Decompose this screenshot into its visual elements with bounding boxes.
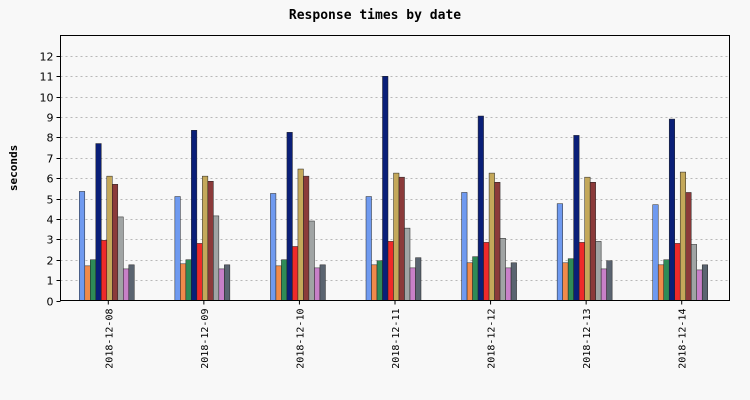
bar: [606, 260, 613, 301]
bar: [589, 182, 596, 301]
bars: [79, 76, 708, 301]
bar: [191, 130, 198, 301]
bar: [562, 262, 569, 301]
bar: [382, 76, 389, 301]
bar: [584, 176, 591, 301]
x-tick-label: 2018-12-10: [295, 309, 306, 369]
bar: [95, 143, 102, 301]
bar: [218, 268, 225, 301]
bar: [483, 242, 490, 301]
bar: [270, 193, 277, 301]
y-axis-label: seconds: [7, 145, 20, 191]
bar: [494, 182, 501, 301]
bar: [472, 256, 479, 301]
y-tick-label: 0: [47, 296, 54, 309]
bar: [466, 262, 473, 301]
bar: [510, 262, 517, 301]
bar: [567, 258, 574, 301]
bar: [600, 268, 607, 301]
bar: [398, 176, 405, 301]
chart-title: Response times by date: [289, 8, 461, 23]
bar: [224, 264, 231, 301]
y-tick-label: 2: [47, 255, 54, 268]
bar: [174, 196, 181, 301]
y-tick-label: 11: [40, 71, 54, 84]
bar: [505, 267, 512, 301]
grid-lines: [60, 56, 730, 281]
bar: [415, 257, 422, 301]
bar: [281, 259, 288, 301]
bar: [409, 267, 416, 301]
bar: [499, 238, 506, 301]
y-tick-label: 12: [40, 51, 54, 64]
bar: [371, 264, 378, 301]
bar: [196, 243, 203, 301]
bar: [106, 175, 113, 301]
x-tick-label: 2018-12-11: [391, 309, 402, 369]
bar: [690, 244, 697, 301]
bar: [207, 181, 214, 301]
bar: [365, 196, 372, 301]
y-tick-label: 1: [47, 275, 54, 288]
bar: [573, 135, 580, 301]
bar: [292, 246, 299, 301]
bar: [101, 240, 108, 301]
bar: [314, 267, 321, 301]
y-tick-label: 9: [47, 112, 54, 125]
y-tick-label: 3: [47, 234, 54, 247]
bar: [308, 220, 315, 301]
bar: [679, 171, 686, 301]
bar: [578, 242, 585, 301]
bar: [185, 259, 192, 301]
bar: [128, 264, 135, 301]
y-tick-label: 8: [47, 132, 54, 145]
bar: [213, 215, 220, 301]
bar: [404, 227, 411, 301]
bar: [275, 265, 282, 301]
bar: [117, 216, 124, 301]
y-tick-label: 6: [47, 173, 54, 186]
y-tick-label: 7: [47, 153, 54, 166]
bar: [701, 264, 708, 301]
y-tick-label: 5: [47, 194, 54, 207]
bar: [685, 192, 692, 301]
bar: [180, 263, 187, 301]
bar: [652, 204, 659, 301]
x-tick-label: 2018-12-08: [104, 309, 115, 369]
bar: [595, 241, 602, 301]
bar: [663, 259, 670, 301]
bar: [84, 265, 91, 301]
bar: [303, 175, 310, 301]
bar: [674, 243, 681, 301]
bar: [286, 132, 293, 301]
bar: [387, 241, 394, 301]
bar: [202, 175, 209, 301]
bar: [657, 264, 664, 301]
x-axis-ticks: 2018-12-08 2018-12-09 2018-12-10 2018-12-11…: [104, 300, 689, 369]
x-tick-label: 2018-12-13: [582, 309, 593, 369]
bar: [90, 259, 97, 301]
y-tick-label: 4: [47, 214, 54, 227]
bar: [393, 172, 400, 301]
bar: [668, 118, 675, 301]
bar: [376, 260, 383, 301]
x-tick-label: 2018-12-14: [678, 309, 689, 369]
y-tick-label: 10: [40, 92, 54, 105]
bar: [556, 203, 563, 301]
bar: [123, 268, 130, 301]
bar: [319, 264, 326, 301]
x-tick-label: 2018-12-09: [200, 309, 211, 369]
bar: [112, 184, 119, 301]
bar: [297, 168, 304, 301]
bar: [461, 192, 468, 301]
bar: [696, 269, 703, 301]
bar: [488, 172, 495, 301]
bar: [79, 191, 86, 301]
x-tick-label: 2018-12-12: [487, 308, 498, 368]
bar: [477, 115, 484, 301]
